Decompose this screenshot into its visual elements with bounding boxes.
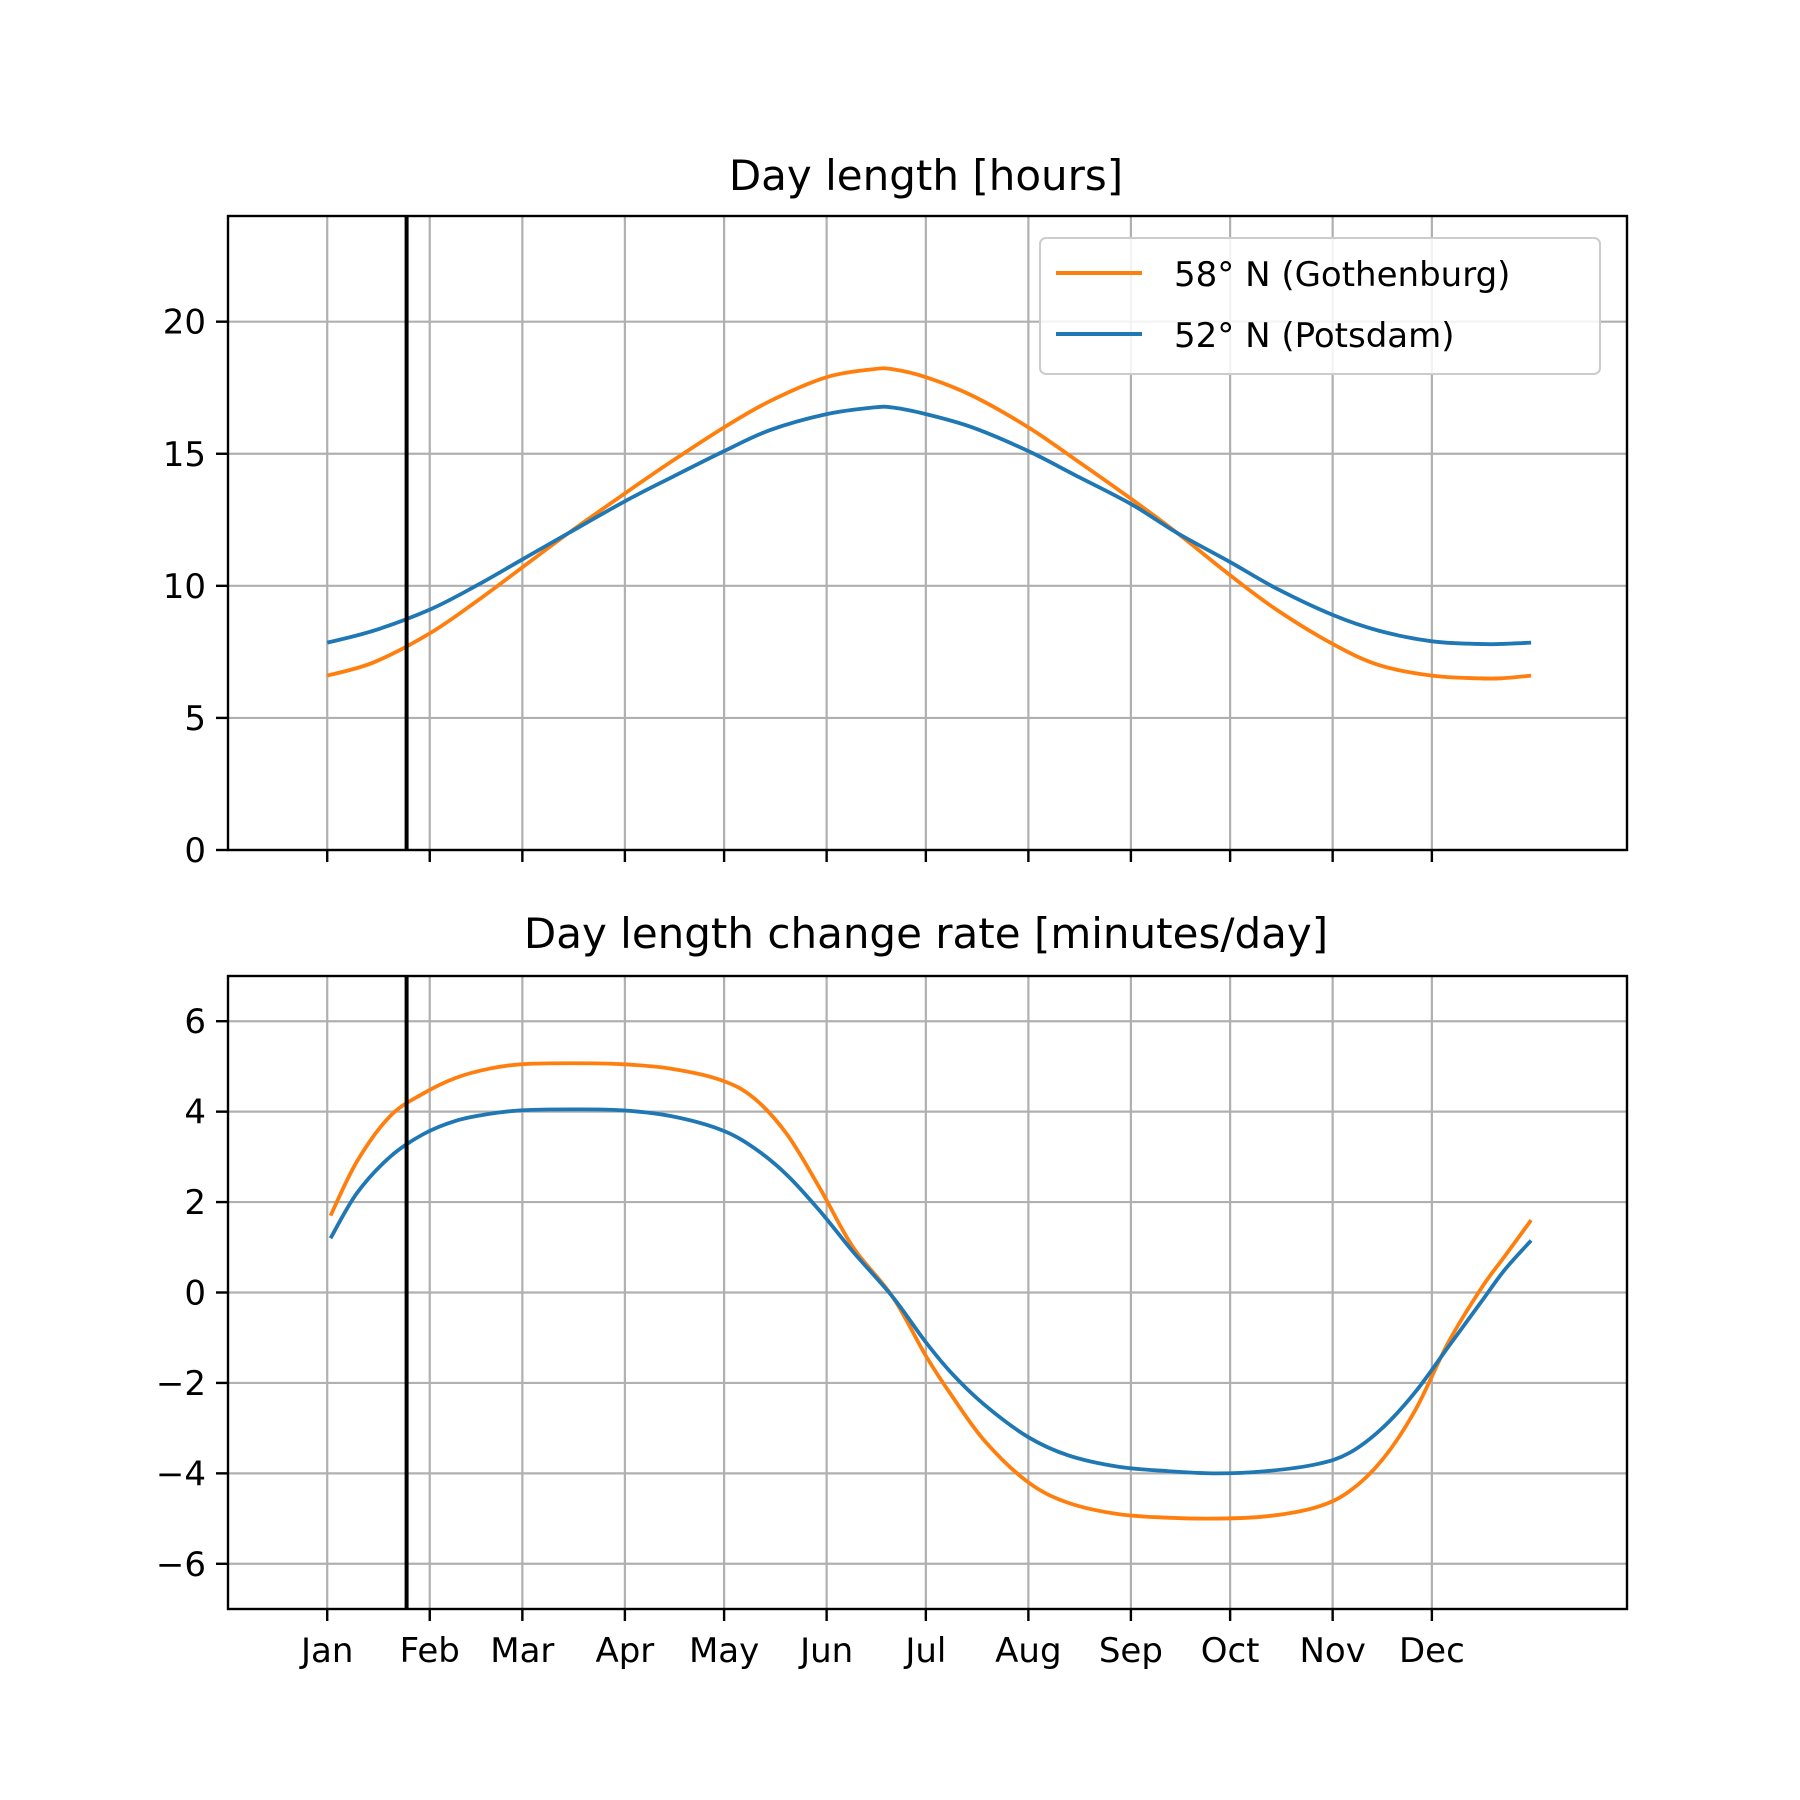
bottom-y-tick-label-0: −6 [156, 1545, 206, 1585]
x-tick-label-feb: Feb [400, 1631, 460, 1671]
bottom-y-tick-label-2: −2 [156, 1364, 206, 1404]
bottom-plot-frame [226, 974, 1629, 1611]
top-y-tick-label-1: 5 [184, 699, 206, 739]
x-tick-label-oct: Oct [1201, 1631, 1260, 1671]
x-tick-label-may: May [689, 1631, 759, 1671]
top-y-tick-label-0: 0 [184, 831, 206, 871]
bottom-y-tick-label-1: −4 [156, 1454, 206, 1494]
bottom-axes: Jan Feb Mar Apr May Jun Jul Aug Sep Oct Nov Dec −6 −4… [156, 974, 1629, 1671]
bottom-panel: Day length change rate [minutes/day] Jan… [156, 909, 1629, 1671]
bottom-y-tick-label-3: 0 [184, 1274, 206, 1314]
x-tick-label-aug: Aug [995, 1631, 1061, 1671]
bottom-y-tick-label-6: 6 [184, 1002, 206, 1042]
top-y-tick-label-4: 20 [163, 303, 206, 343]
x-tick-label-jul: Jul [903, 1631, 946, 1671]
x-tick-label-jun: Jun [798, 1631, 853, 1671]
top-series-group [326, 366, 1532, 681]
legend-label-gothenburg: 58° N (Gothenburg) [1174, 255, 1510, 295]
bottom-series-line-potsdam [328, 1107, 1533, 1476]
x-tick-label-apr: Apr [595, 1631, 654, 1671]
bottom-series-group [328, 1061, 1533, 1521]
bottom-y-tick-label-5: 4 [184, 1093, 206, 1133]
legend-label-potsdam: 52° N (Potsdam) [1174, 316, 1455, 356]
top-y-tick-label-3: 15 [163, 435, 206, 475]
x-tick-label-jan: Jan [299, 1631, 353, 1671]
legend-box [1039, 237, 1601, 375]
top-plot-frame [226, 214, 1629, 852]
bottom-series-line-gothenburg [328, 1061, 1533, 1521]
x-tick-label-dec: Dec [1399, 1631, 1465, 1671]
bottom-y-tick-label-4: 2 [184, 1183, 206, 1223]
legend: 58° N (Gothenburg) 52° N (Potsdam) [1039, 237, 1601, 375]
bottom-chart-title: Day length change rate [minutes/day] [524, 909, 1328, 958]
x-tick-label-nov: Nov [1299, 1631, 1365, 1671]
x-tick-label-sep: Sep [1099, 1631, 1163, 1671]
x-tick-label-mar: Mar [490, 1631, 554, 1671]
top-axes: 0 5 10 15 20 [163, 214, 1629, 871]
top-y-tick-label-2: 10 [163, 567, 206, 607]
top-series-line-gothenburg [326, 366, 1532, 681]
top-panel: Day length [hours] 0 5 10 15 20 58° N (Gothe… [163, 151, 1629, 871]
bottom-gridlines [228, 976, 1627, 1609]
top-series-line-potsdam [326, 404, 1532, 647]
top-chart-title: Day length [hours] [729, 151, 1123, 200]
